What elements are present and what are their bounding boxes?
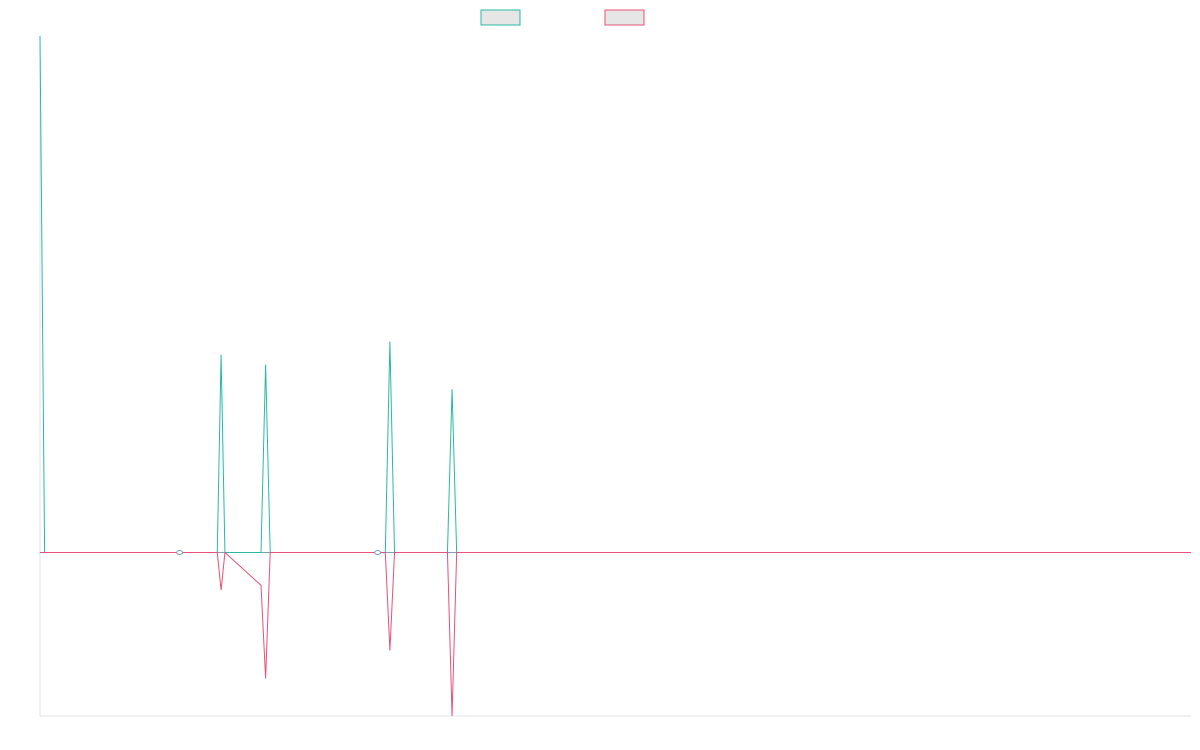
legend-swatch-2[interactable] [604, 9, 645, 26]
legend-swatch-1[interactable] [480, 9, 521, 26]
series-group [39, 35, 1191, 717]
data-point-marker [374, 550, 382, 556]
legend [480, 9, 645, 26]
series-line-2 [40, 551, 1191, 717]
series-line-1 [39, 35, 1191, 554]
data-point-marker [176, 550, 184, 556]
marker-group [176, 550, 382, 556]
